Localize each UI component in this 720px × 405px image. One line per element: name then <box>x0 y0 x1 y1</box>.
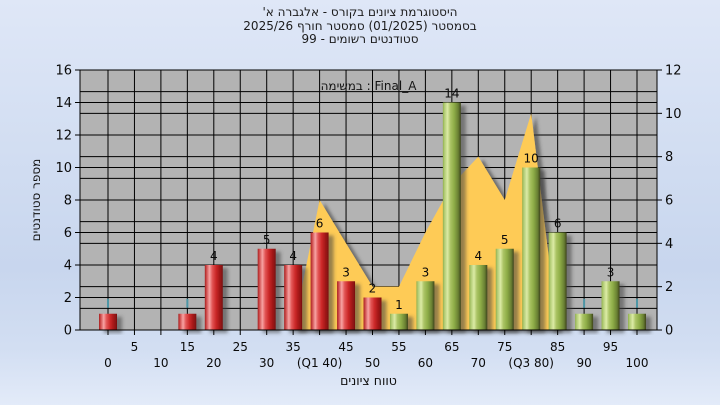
right-axis-tick-label: 12 <box>665 64 682 79</box>
x-tick-label: 95 <box>603 340 618 354</box>
x-axis-title: טווח ציונים <box>340 373 397 388</box>
bar-grade-75 <box>495 248 514 330</box>
bar-grade-30 <box>257 248 276 330</box>
x-tick-label: 75 <box>497 340 512 354</box>
bar-value-label: 6 <box>554 217 562 231</box>
left-axis-tick-label: 14 <box>55 96 72 111</box>
bar-grade-45 <box>337 281 356 330</box>
bar-value-label: 4 <box>210 249 218 263</box>
legend-label: במשימה : Final_A <box>320 79 417 93</box>
x-tick-label: 45 <box>338 340 353 354</box>
x-tick-label: 20 <box>206 356 221 370</box>
x-tick-label: 10 <box>153 356 168 370</box>
bar-marker-tick <box>107 298 109 308</box>
x-tick-label: 30 <box>259 356 274 370</box>
bar-grade-85 <box>548 232 567 330</box>
bar-value-label: 1 <box>395 298 403 312</box>
x-tick-label: 35 <box>286 340 301 354</box>
right-axis-tick-label: 2 <box>665 280 673 295</box>
bar-grade-80 <box>522 167 541 330</box>
bar-grade-100 <box>628 313 646 330</box>
bar-value-label: 4 <box>474 249 482 263</box>
x-tick-label: 65 <box>444 340 459 354</box>
bar-grade-0 <box>99 313 117 330</box>
bar-value-label: 5 <box>501 233 509 247</box>
bar-grade-15 <box>178 313 197 330</box>
x-tick-label: 50 <box>365 356 380 370</box>
chart-title: היסטוגרמת ציונים בקורס - אלגברה א' בסמסט… <box>0 5 720 47</box>
bar-grade-55 <box>389 313 408 330</box>
bar-value-label: 5 <box>263 233 271 247</box>
bar-grade-90 <box>575 313 594 330</box>
x-tick-label: 15 <box>180 340 195 354</box>
y-axis-title: מספר סטודנטים <box>29 158 43 242</box>
bar-value-label: 6 <box>316 217 324 231</box>
x-tick-label: 90 <box>576 356 591 370</box>
chart-title-line1: היסטוגרמת ציונים בקורס - אלגברה א' <box>262 5 458 19</box>
bar-value-label: 3 <box>342 265 350 279</box>
bar-value-label: 10 <box>524 152 539 166</box>
bar-grade-35 <box>284 265 303 330</box>
left-axis-tick-label: 8 <box>64 194 72 209</box>
x-tick-label: (Q3 80) <box>508 356 554 370</box>
bar-value-label: 3 <box>607 265 615 279</box>
right-axis-tick-label: 0 <box>665 324 673 339</box>
x-tick-label: 25 <box>233 340 248 354</box>
bar-marker-tick <box>583 298 586 308</box>
x-tick-label: 100 <box>626 356 649 370</box>
x-tick-label: 5 <box>131 340 139 354</box>
bar-grade-20 <box>204 265 223 330</box>
left-axis-tick-label: 16 <box>55 64 72 79</box>
bar-grade-65 <box>442 102 461 330</box>
x-tick-label: 70 <box>471 356 486 370</box>
left-axis-tick-label: 0 <box>64 324 72 339</box>
left-axis-tick-label: 4 <box>64 259 72 274</box>
x-tick-label: (Q1 40) <box>297 356 343 370</box>
bar-grade-95 <box>601 281 620 330</box>
chart-title-line2: בסמסטר (01/2025) סמסטר חורף 2025/26 <box>243 18 477 33</box>
x-tick-label: 60 <box>418 356 433 370</box>
chart-title-line3: סטודנטים רשומים - 99 <box>301 32 419 46</box>
left-axis-tick-label: 6 <box>64 226 72 241</box>
x-tick-label: 85 <box>550 340 565 354</box>
bar-marker-tick <box>636 298 638 308</box>
right-axis-tick-label: 4 <box>665 237 673 252</box>
bar-value-label: 2 <box>369 282 377 296</box>
bar-value-label: 4 <box>289 249 297 263</box>
bar-marker-tick <box>186 298 189 308</box>
bar-grade-70 <box>469 265 488 330</box>
bar-grade-60 <box>416 281 435 330</box>
x-tick-label: 0 <box>104 356 112 370</box>
bar-grade-50 <box>363 297 382 330</box>
distribution-area <box>293 113 558 330</box>
right-axis-tick-label: 6 <box>665 194 673 209</box>
right-axis-tick-label: 10 <box>665 107 682 122</box>
bar-grade-40 <box>310 232 329 330</box>
left-axis-tick-label: 2 <box>64 291 72 306</box>
left-axis-tick-label: 10 <box>55 161 72 176</box>
bar-value-label: 3 <box>422 265 430 279</box>
left-axis-tick-label: 12 <box>55 129 72 144</box>
right-axis-tick-label: 8 <box>665 150 673 165</box>
bar-value-label: 14 <box>444 87 459 101</box>
x-tick-label: 55 <box>391 340 406 354</box>
